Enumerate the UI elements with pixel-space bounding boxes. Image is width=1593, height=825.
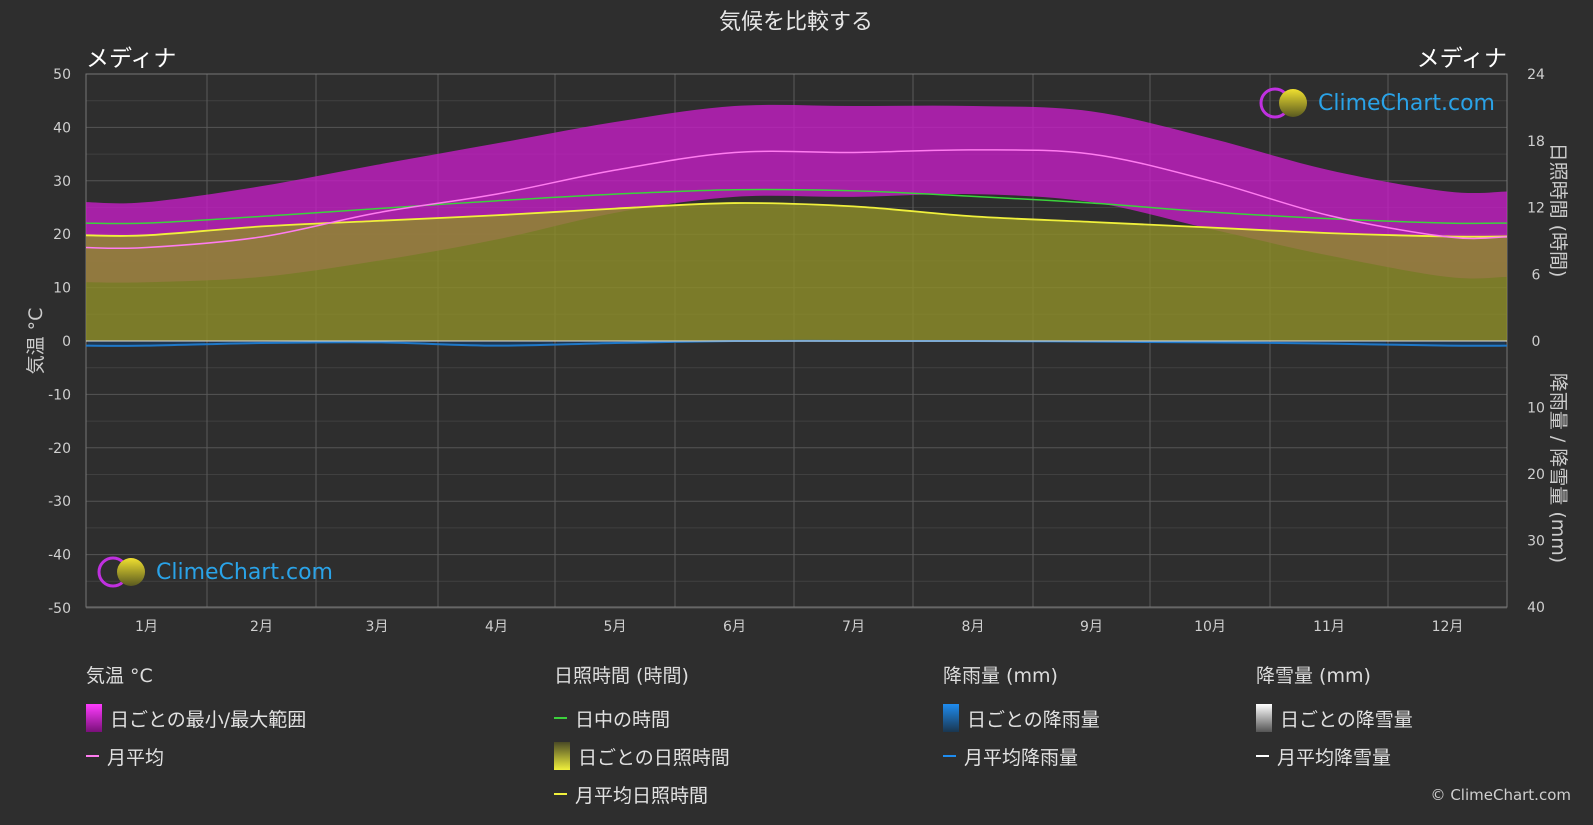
precip-tick-label: 20 <box>1527 467 1545 483</box>
sun-avg-swatch-icon <box>554 793 567 795</box>
legend-snow-avg: 月平均降雪量 <box>1277 746 1392 769</box>
precip-tick-label: 40 <box>1527 600 1545 616</box>
chart-title: 気候を比較する <box>719 10 873 35</box>
legend-avg-sun: 月平均日照時間 <box>575 784 709 807</box>
logo-text: ClimeChart.com <box>1318 90 1495 116</box>
temp-tick-label: 50 <box>53 67 71 83</box>
sun-tick-label: 6 <box>1532 267 1541 283</box>
legend-temp-avg: 月平均 <box>107 746 165 769</box>
month-tick-label: 4月 <box>485 619 508 635</box>
legend-temp-range: 日ごとの最小/最大範囲 <box>110 708 307 731</box>
climechart-logo-icon <box>97 556 145 588</box>
right-bottom-axis-label: 降雨量 / 降雪量 (mm) <box>1547 373 1569 563</box>
sun-tick-label: 18 <box>1527 134 1545 150</box>
sunshine-avg-line <box>85 202 1508 238</box>
copyright: © ClimeChart.com <box>1430 786 1571 804</box>
sunshine-area <box>86 202 1507 341</box>
legend-rain-title: 降雨量 (mm) <box>943 665 1058 687</box>
legend-temp: 気温 °C 日ごとの最小/最大範囲 月平均 <box>86 662 306 775</box>
temp-avg-swatch-icon <box>86 755 99 757</box>
rain-bar <box>1390 341 1505 346</box>
legend-rain: 降雨量 (mm) 日ごとの降雨量 月平均降雨量 <box>943 662 1100 775</box>
legend-daily-sun: 日ごとの日照時間 <box>578 746 730 769</box>
legend-rain-daily: 日ごとの降雨量 <box>967 708 1100 731</box>
temp-tick-label: 30 <box>53 174 71 190</box>
sun-tick-label: 12 <box>1527 201 1545 217</box>
legend-temp-title: 気温 °C <box>86 665 153 687</box>
rain-swatch-icon <box>943 704 959 732</box>
rain-avg-swatch-icon <box>943 755 956 757</box>
legend-sun-title: 日照時間 (時間) <box>554 665 689 687</box>
temp-tick-label: 40 <box>53 120 71 136</box>
series-lines <box>85 149 1508 347</box>
legend-rain-avg: 月平均降雨量 <box>964 746 1079 769</box>
month-tick-label: 6月 <box>723 619 746 635</box>
temp-tick-label: -30 <box>48 494 71 510</box>
left-axis-label: 気温 °C <box>25 308 47 375</box>
logo-top-right: ClimeChart.com <box>1258 86 1495 120</box>
axis-ticks: 50 40 30 20 10 0 -10 -20 -30 -40 -50 24 18 12 6 0 10 20 30… <box>48 67 1545 635</box>
temp-tick-label: -10 <box>48 387 71 403</box>
legend-snow-title: 降雪量 (mm) <box>1256 665 1371 687</box>
rain-bar <box>88 341 205 346</box>
month-tick-label: 1月 <box>135 619 158 635</box>
temp-tick-label: 20 <box>53 227 71 243</box>
rain-bar <box>440 341 553 346</box>
sun-tick-label: 0 <box>1532 334 1541 350</box>
temp-tick-label: 0 <box>62 334 71 350</box>
month-tick-label: 7月 <box>842 619 865 635</box>
legend-sun: 日照時間 (時間) 日中の時間 日ごとの日照時間 月平均日照時間 <box>554 662 730 813</box>
rain-bar <box>1272 341 1386 344</box>
daylight-swatch-icon <box>554 717 567 719</box>
climate-chart: 気候を比較する メディナ メディナ 気温 °C 日照時間 (時間) 降雨量 / … <box>25 10 1569 635</box>
month-tick-label: 11月 <box>1313 619 1345 635</box>
climechart-logo-icon <box>1259 87 1307 119</box>
month-tick-label: 12月 <box>1432 619 1464 635</box>
month-tick-label: 8月 <box>962 619 985 635</box>
sun-tick-label: 24 <box>1527 67 1545 83</box>
legend-snow-daily: 日ごとの降雪量 <box>1280 708 1413 731</box>
temp-tick-label: -20 <box>48 441 71 457</box>
logo-bottom-left: ClimeChart.com <box>96 555 333 589</box>
month-tick-label: 2月 <box>250 619 273 635</box>
daylight-line <box>85 188 1508 225</box>
temp-avg-line <box>85 149 1508 250</box>
location-right: メディナ <box>1417 46 1507 72</box>
right-top-axis-label: 日照時間 (時間) <box>1547 143 1569 278</box>
sunshine-swatch-icon <box>554 742 570 770</box>
location-left: メディナ <box>86 46 176 72</box>
snow-avg-swatch-icon <box>1256 755 1269 757</box>
month-tick-label: 3月 <box>366 619 389 635</box>
month-tick-label: 9月 <box>1080 619 1103 635</box>
precip-tick-label: 10 <box>1527 401 1545 417</box>
snow-swatch-icon <box>1256 704 1272 732</box>
legend-snow: 降雪量 (mm) 日ごとの降雪量 月平均降雪量 <box>1256 662 1413 775</box>
temp-tick-label: -40 <box>48 548 71 564</box>
month-tick-label: 5月 <box>604 619 627 635</box>
month-tick-label: 10月 <box>1194 619 1226 635</box>
temp-tick-label: 10 <box>53 281 71 297</box>
logo-text: ClimeChart.com <box>156 559 333 585</box>
sunshine-fill <box>86 202 1507 341</box>
precip-tick-label: 30 <box>1527 534 1545 550</box>
temp-range-swatch-icon <box>86 704 102 732</box>
temp-tick-label: -50 <box>48 601 71 617</box>
legend-daylight: 日中の時間 <box>575 708 671 731</box>
